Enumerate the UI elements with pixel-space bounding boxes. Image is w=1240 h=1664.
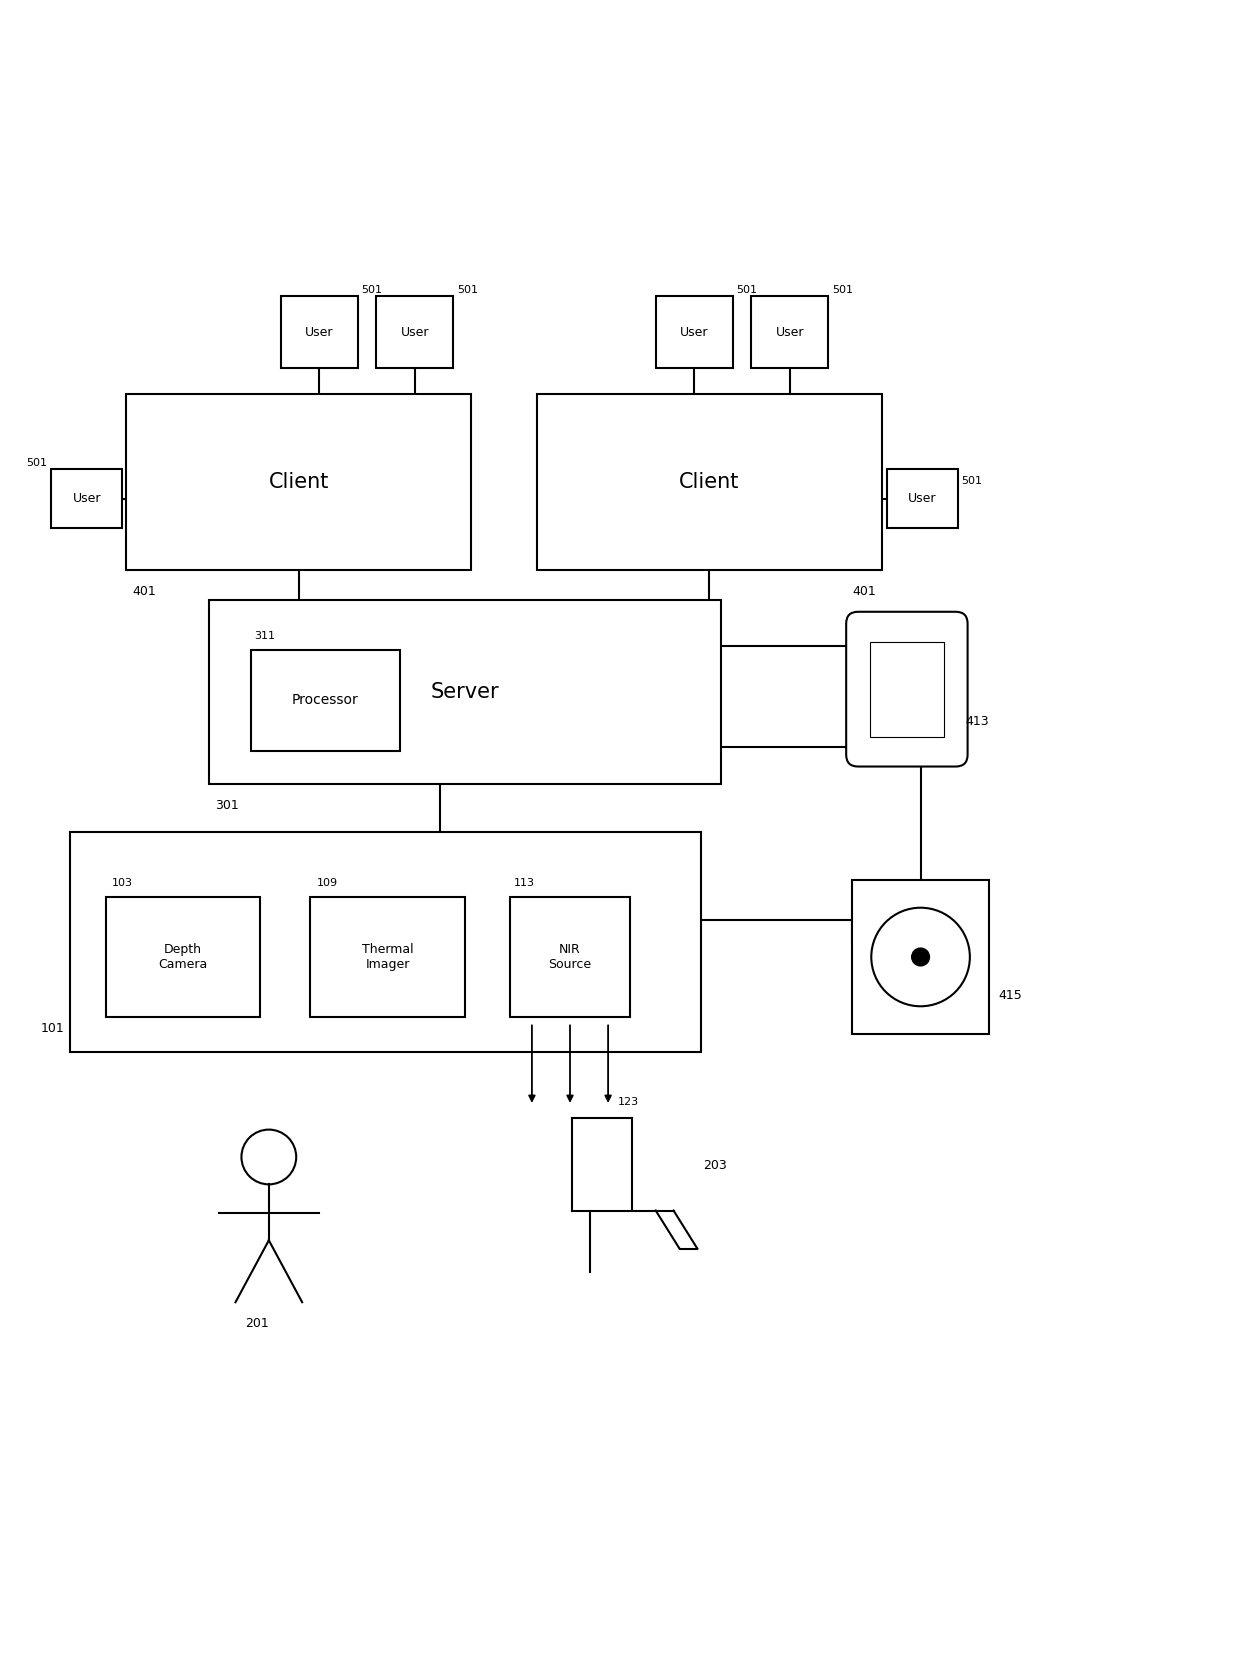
FancyBboxPatch shape [126,394,471,571]
Text: User: User [681,326,708,338]
Circle shape [911,948,930,965]
Text: User: User [72,493,100,506]
Text: 201: 201 [246,1318,269,1330]
FancyBboxPatch shape [751,296,828,368]
Text: 203: 203 [703,1158,727,1171]
Text: Processor: Processor [291,694,358,707]
Text: User: User [401,326,429,338]
FancyBboxPatch shape [250,651,399,750]
FancyBboxPatch shape [870,642,944,737]
Text: 501: 501 [737,285,758,296]
FancyBboxPatch shape [280,296,358,368]
FancyBboxPatch shape [887,469,959,529]
Text: 501: 501 [962,476,982,486]
Text: Depth
Camera: Depth Camera [159,943,208,972]
FancyBboxPatch shape [511,897,630,1017]
Text: 101: 101 [41,1022,64,1035]
Text: 311: 311 [254,631,275,641]
Text: 123: 123 [618,1097,639,1107]
Text: User: User [908,493,936,506]
FancyBboxPatch shape [846,612,967,767]
FancyBboxPatch shape [656,296,733,368]
Text: 501: 501 [832,285,853,296]
Text: 401: 401 [131,586,156,597]
Text: 109: 109 [316,879,337,889]
Text: User: User [775,326,804,338]
FancyBboxPatch shape [376,296,454,368]
FancyBboxPatch shape [105,897,260,1017]
Text: 103: 103 [112,879,133,889]
Text: 301: 301 [216,799,239,812]
FancyBboxPatch shape [310,897,465,1017]
Text: 413: 413 [965,716,988,729]
Text: 401: 401 [852,586,875,597]
Text: 501: 501 [26,458,47,468]
Text: 415: 415 [998,988,1022,1002]
FancyBboxPatch shape [51,469,123,529]
Text: 113: 113 [515,879,534,889]
FancyBboxPatch shape [69,832,701,1052]
FancyBboxPatch shape [210,601,722,784]
Text: User: User [305,326,334,338]
FancyBboxPatch shape [852,880,990,1035]
Text: Server: Server [432,682,500,702]
Text: 501: 501 [456,285,477,296]
Text: Client: Client [268,473,329,493]
FancyBboxPatch shape [537,394,882,571]
Text: 501: 501 [362,285,383,296]
Text: Client: Client [680,473,739,493]
Text: NIR
Source: NIR Source [548,943,591,972]
Text: Thermal
Imager: Thermal Imager [362,943,414,972]
